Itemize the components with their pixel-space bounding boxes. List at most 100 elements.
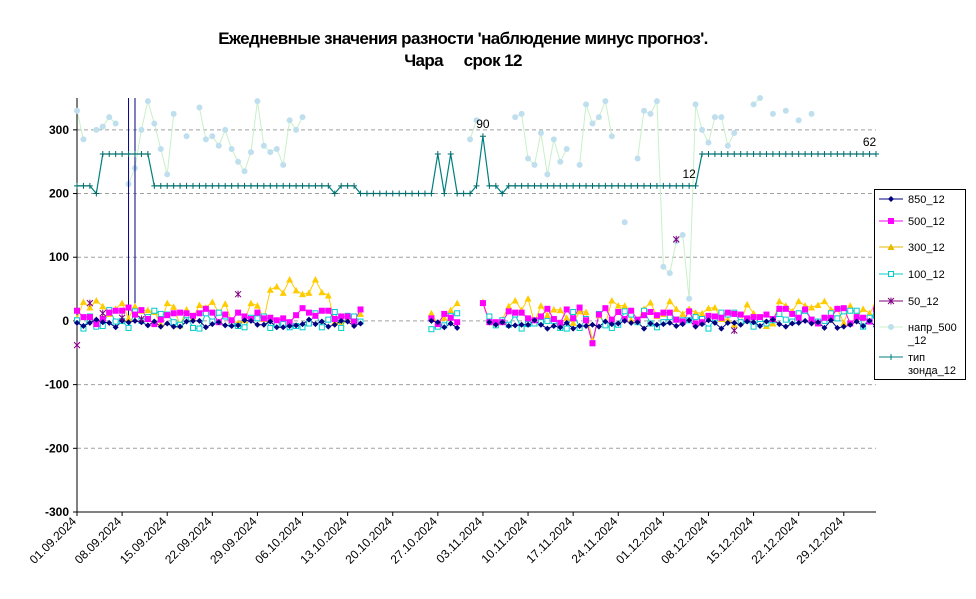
direction-point	[660, 263, 667, 270]
point-850	[531, 317, 538, 324]
point-300	[505, 302, 513, 310]
type-point	[254, 182, 261, 189]
type-point	[802, 151, 809, 158]
type-point	[447, 151, 454, 158]
type-point	[260, 182, 267, 189]
type-point	[363, 190, 370, 197]
direction-point	[711, 114, 718, 121]
point-850	[428, 317, 435, 324]
point-300	[846, 302, 854, 309]
point-850	[441, 324, 448, 331]
point-500	[615, 309, 622, 316]
point-850	[189, 317, 196, 324]
point-300	[743, 300, 751, 308]
point-850	[679, 321, 686, 328]
point-850	[782, 323, 789, 330]
point-50	[118, 314, 126, 322]
point-500	[505, 308, 512, 315]
point-500	[286, 319, 293, 326]
point-100	[718, 309, 725, 316]
point-500	[479, 300, 486, 307]
point-100	[544, 317, 551, 324]
x-tick-label: 29.09.2024	[207, 514, 260, 567]
point-300	[672, 305, 680, 312]
type-point	[873, 151, 879, 158]
point-500	[802, 306, 809, 313]
point-500	[550, 316, 557, 323]
point-300	[814, 301, 822, 308]
direction-point	[467, 136, 474, 143]
point-850	[209, 321, 216, 328]
point-500	[447, 314, 454, 321]
point-500	[589, 340, 596, 347]
direction-point	[699, 126, 706, 133]
point-300	[131, 302, 139, 310]
direction-point	[280, 161, 287, 168]
type-point	[164, 182, 171, 189]
point-850	[544, 325, 551, 332]
y-tick-label: 0	[62, 314, 69, 328]
direction-point	[299, 114, 306, 121]
point-850	[847, 321, 854, 328]
point-300	[163, 299, 171, 307]
point-850	[267, 318, 274, 325]
direction-point	[164, 171, 171, 178]
legend-label: 50_12	[908, 296, 939, 308]
point-500	[544, 305, 551, 312]
point-100	[776, 310, 783, 317]
type-point	[331, 190, 338, 197]
type-point	[602, 182, 609, 189]
point-850	[589, 321, 596, 328]
point-850	[299, 321, 306, 328]
type-point	[183, 182, 190, 189]
direction-point	[99, 123, 106, 130]
type-point	[312, 182, 319, 189]
type-point	[512, 182, 519, 189]
point-300	[86, 304, 94, 311]
type-point	[731, 151, 738, 158]
type-point	[454, 190, 461, 197]
point-300	[614, 302, 622, 309]
point-300	[195, 301, 203, 308]
point-300	[795, 297, 803, 305]
point-850	[750, 319, 757, 326]
legend-item: тип зонда_12	[875, 350, 967, 377]
x-tick-label: 15.09.2024	[117, 514, 170, 567]
point-850	[840, 323, 847, 330]
point-850	[247, 317, 254, 324]
direction-point	[93, 126, 100, 133]
point-500	[686, 308, 693, 315]
type-point	[241, 182, 248, 189]
x-tick-label: 22.09.2024	[162, 514, 215, 567]
point-300	[253, 302, 261, 309]
point-850	[647, 320, 654, 327]
y-tick-label: 100	[49, 250, 69, 264]
legend-label: 500_12	[908, 216, 945, 228]
point-850	[608, 321, 615, 328]
type-point	[267, 182, 274, 189]
point-850	[518, 321, 525, 328]
point-300	[125, 314, 133, 322]
point-500	[757, 314, 764, 321]
point-500	[119, 307, 126, 314]
point-850	[260, 321, 267, 328]
x-tick-label: 22.12.2024	[748, 514, 801, 567]
point-500	[254, 309, 261, 316]
point-500	[312, 312, 319, 319]
point-300	[563, 314, 571, 321]
type-point	[782, 151, 789, 158]
type-point	[744, 151, 751, 158]
legend-item: 300_12	[875, 240, 967, 260]
point-100	[331, 309, 338, 316]
point-500	[731, 310, 738, 317]
point-850	[196, 317, 203, 324]
direction-point	[202, 136, 209, 143]
point-500	[157, 316, 164, 323]
y-tick-label: 300	[49, 123, 69, 137]
point-850	[325, 323, 332, 330]
legend-item: 100_12	[875, 267, 967, 287]
type-point	[106, 151, 113, 158]
point-850	[673, 323, 680, 330]
point-300	[621, 302, 629, 309]
point-850	[557, 324, 564, 331]
